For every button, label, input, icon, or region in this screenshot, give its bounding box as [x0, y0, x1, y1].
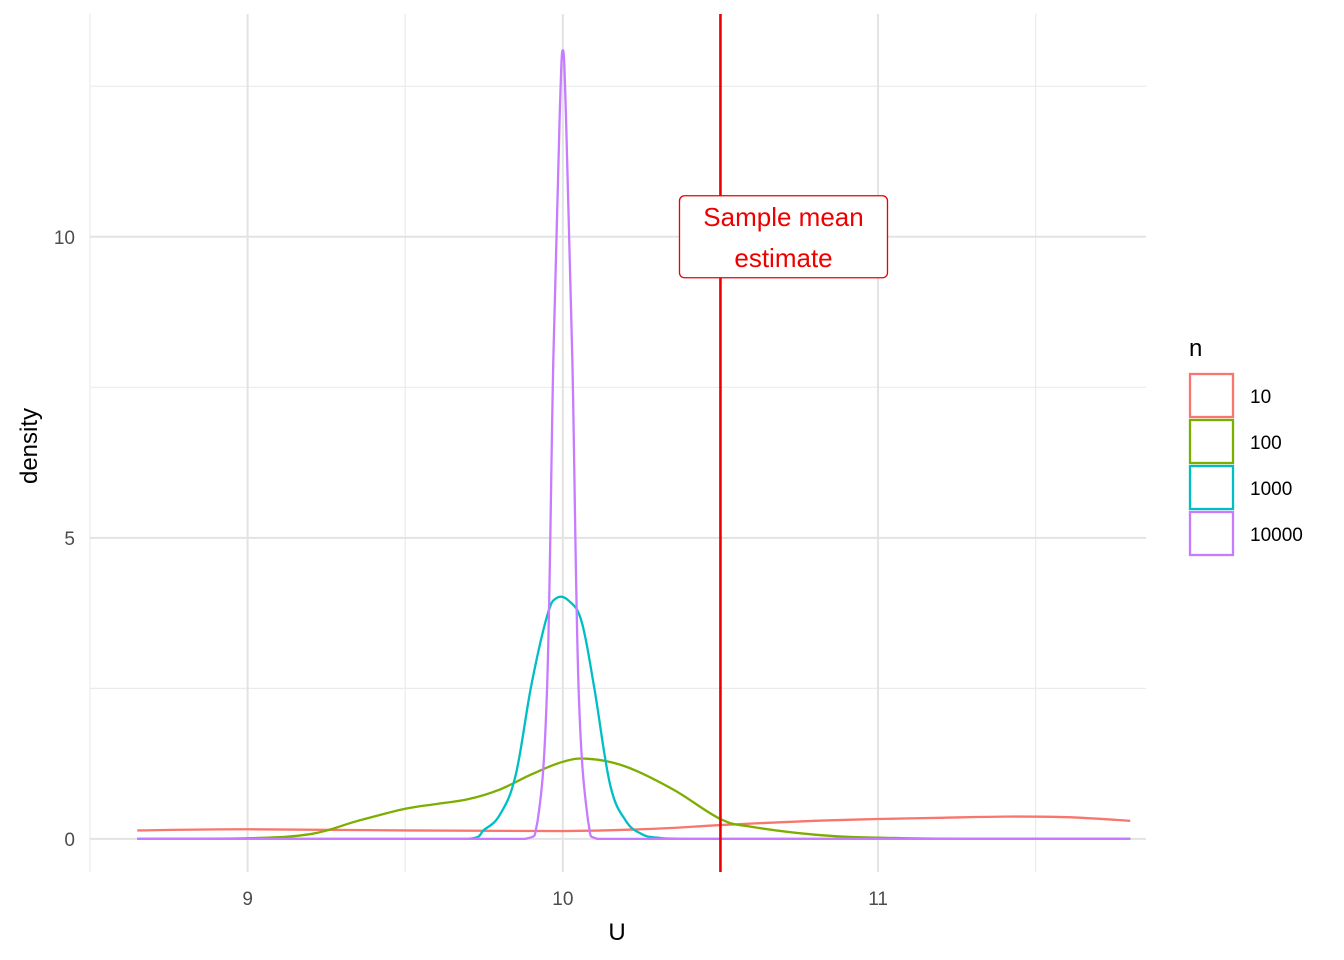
annotation-box: [678, 195, 889, 279]
sample-mean-annotation: Sample mean estimate: [678, 195, 889, 279]
x-tick-label: 10: [552, 889, 573, 910]
y-axis-title: density: [16, 408, 43, 484]
legend-label-10000: 10000: [1250, 525, 1303, 546]
y-tick-labels: 0 5 10: [54, 228, 75, 851]
legend-title: n: [1189, 335, 1202, 362]
legend-key-100: [1188, 418, 1235, 465]
legend-label-100: 100: [1250, 433, 1282, 454]
legend-label-1000: 1000: [1250, 479, 1292, 500]
legend-key-1000: [1188, 464, 1235, 511]
legend-key-10: [1188, 372, 1235, 419]
annotation-line-2: estimate: [734, 243, 832, 273]
annotation-line-1: Sample mean: [703, 202, 863, 232]
grid-major: [90, 14, 1146, 872]
series-line-10000: [137, 48, 1131, 841]
y-tick-label: 0: [64, 830, 75, 851]
x-tick-label: 11: [868, 889, 888, 910]
y-tick-label: 10: [54, 228, 75, 249]
series-line-100: [137, 757, 1131, 841]
x-tick-label: 9: [242, 889, 253, 910]
y-tick-label: 5: [64, 529, 75, 550]
legend: n 10 100 1000 10000: [1188, 335, 1303, 557]
legend-key-10000: [1188, 510, 1235, 557]
series-layer: [137, 48, 1131, 841]
x-axis-title: U: [608, 919, 625, 946]
x-tick-labels: 9 10 11: [242, 889, 888, 910]
series-line-1000: [137, 595, 1131, 841]
legend-label-10: 10: [1250, 387, 1271, 408]
